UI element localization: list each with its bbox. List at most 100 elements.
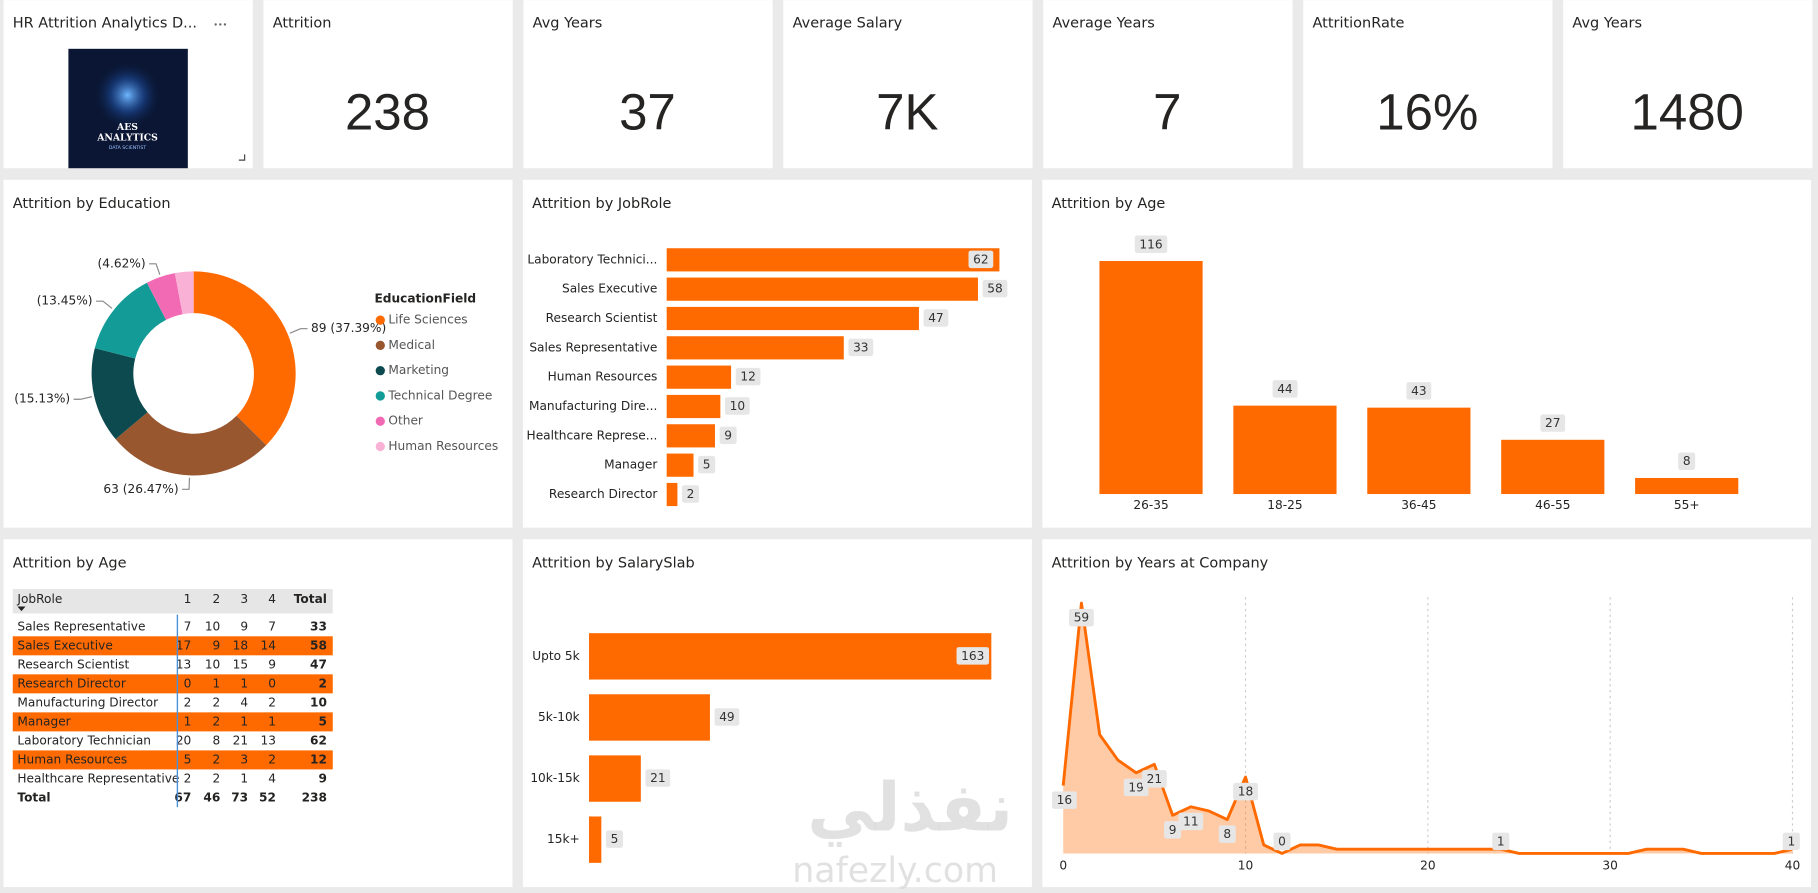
data-label: (15.13%) (14, 392, 70, 406)
table-header: 2 (213, 592, 221, 606)
table-cell: Manager (17, 714, 70, 728)
data-label: 63 (26.47%) (103, 482, 178, 496)
kpi-label: Average Years (1053, 15, 1155, 31)
x-tick-label: 40 (1785, 859, 1800, 873)
row-highlight (12, 750, 333, 770)
bar (588, 816, 602, 863)
chart-title: Attrition by JobRole (532, 196, 671, 212)
table-cell: 13 (176, 657, 191, 671)
x-tick-label: 10 (1238, 859, 1253, 873)
kpi-label: Avg Years (1572, 15, 1642, 31)
panel (523, 0, 773, 169)
bar (666, 482, 678, 507)
bar (1635, 477, 1739, 495)
row-highlight (12, 712, 333, 732)
data-label: 163 (961, 649, 984, 663)
data-label: 44 (1277, 382, 1293, 396)
bar (666, 365, 732, 389)
y-tick-label: Research Director (549, 487, 657, 501)
table-cell: 1 (240, 771, 248, 785)
table-cell: 67 (174, 790, 191, 804)
legend-label: Medical (388, 338, 435, 352)
legend-marker (375, 340, 385, 351)
legend-label: Other (388, 414, 423, 428)
panel (1043, 0, 1293, 169)
data-label-bg (968, 250, 994, 269)
row-highlight (12, 674, 333, 694)
table-cell: 9 (268, 657, 276, 671)
data-label-bg (1272, 380, 1298, 398)
legend-label: Human Resources (388, 439, 498, 453)
leader-line (149, 263, 161, 275)
table-cell: 14 (260, 638, 276, 652)
donut-slice (146, 273, 183, 320)
data-label-bg (645, 769, 671, 787)
table-cell: Sales Representative (17, 619, 145, 633)
table-cell: 2 (213, 752, 221, 766)
data-label: 43 (1411, 384, 1426, 398)
chart-title: Attrition by Years at Company (1052, 556, 1269, 572)
kpi-value: 238 (345, 84, 430, 141)
panel (783, 0, 1033, 169)
row-highlight (12, 636, 333, 656)
table-cell: 2 (318, 676, 326, 690)
legend-title: EducationField (374, 292, 476, 306)
data-label: 1 (1497, 834, 1505, 848)
table-cell: 21 (233, 733, 248, 747)
chart-title: Attrition by Age (1052, 196, 1166, 212)
data-label-bg (1164, 821, 1182, 839)
y-tick-label: Manufacturing Dire... (529, 399, 657, 413)
leader-line (289, 328, 308, 334)
y-tick-label: 5k-10k (538, 710, 580, 724)
table-cell: 238 (302, 790, 327, 804)
data-label: 89 (37.39%) (311, 321, 386, 335)
bar (666, 453, 694, 477)
data-label-bg (1233, 782, 1258, 801)
bar (588, 694, 710, 741)
y-tick-label: Research Scientist (546, 311, 658, 325)
data-label-bg (923, 309, 949, 327)
data-label: 62 (973, 252, 988, 266)
data-label: 8 (1223, 827, 1231, 841)
table-cell: 1 (240, 676, 248, 690)
x-tick-label: 55+ (1674, 498, 1700, 512)
table-cell: 1 (213, 676, 221, 690)
watermark: nafezly.com (792, 851, 998, 891)
leader-line (96, 300, 113, 309)
table-cell: 2 (213, 695, 221, 709)
table-cell: 10 (310, 695, 327, 709)
data-label: 8 (1683, 454, 1691, 468)
donut-slice (94, 282, 167, 359)
data-label: (4.62%) (98, 256, 146, 270)
resize-icon (238, 154, 246, 161)
table-header: 1 (184, 592, 192, 606)
legend-marker (375, 366, 385, 376)
table-cell: 4 (268, 771, 276, 785)
y-tick-label: 10k-15k (530, 771, 579, 785)
legend-marker (375, 391, 385, 401)
chart-title: Attrition by SalarySlab (532, 556, 695, 572)
data-label-bg (1782, 832, 1800, 851)
table-cell: 9 (213, 638, 221, 652)
bar (666, 277, 978, 301)
data-label-bg (1273, 832, 1291, 851)
table-cell: 0 (268, 676, 276, 690)
data-label: 33 (853, 340, 868, 354)
y-tick-label: Manager (604, 458, 657, 472)
table-cell: 17 (176, 638, 191, 652)
data-label-bg (1069, 608, 1094, 627)
table-cell: 10 (205, 657, 220, 671)
bar (588, 633, 992, 680)
logo-text: DATA SCIENTIST (109, 145, 146, 151)
table-cell: 13 (260, 733, 275, 747)
data-label: 49 (719, 710, 734, 724)
leader-line (73, 396, 93, 400)
legend-marker (375, 441, 385, 452)
more-options[interactable] (214, 23, 227, 26)
table-cell: 2 (213, 771, 221, 785)
table-cell: 8 (213, 733, 221, 747)
legend-marker (375, 416, 385, 426)
